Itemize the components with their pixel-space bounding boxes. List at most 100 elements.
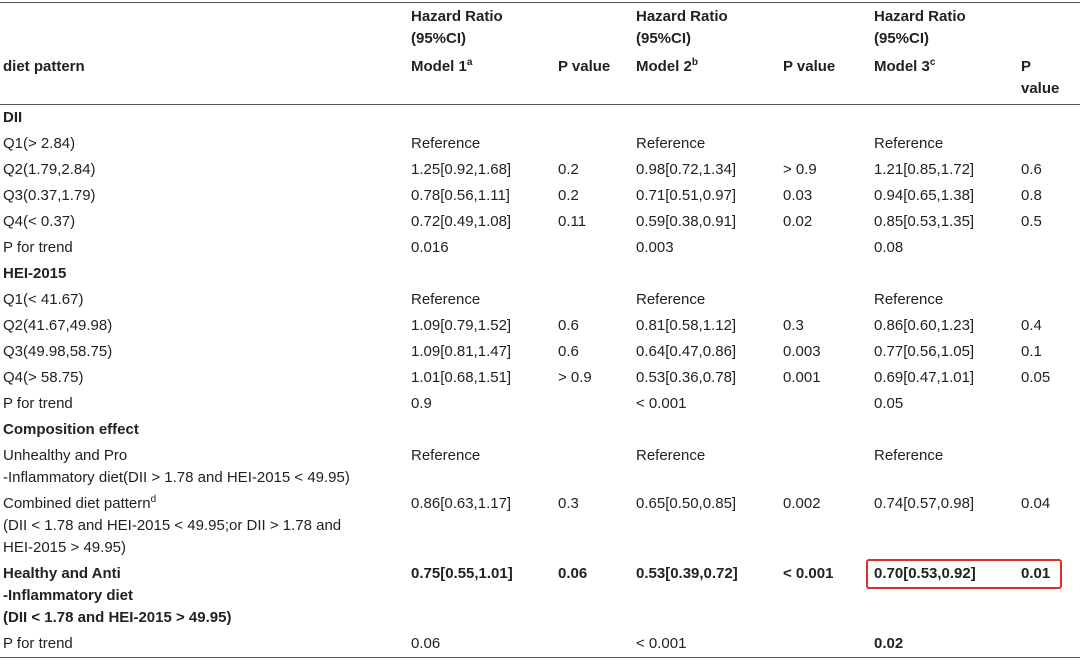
cell-text: P for trend xyxy=(3,635,73,652)
cell-text: 0.94[0.65,1.38] xyxy=(874,187,975,204)
table-cell xyxy=(780,443,871,491)
table-cell xyxy=(1018,391,1080,417)
table-cell: 0.94[0.65,1.38] xyxy=(871,183,1018,209)
table-cell: 0.06 xyxy=(555,561,633,631)
table-cell: 0.81[0.58,1.12] xyxy=(633,313,780,339)
section-row: Composition effect xyxy=(0,417,1080,443)
table-cell: 1.09[0.81,1.47] xyxy=(408,339,555,365)
table-cell: 0.98[0.72,1.34] xyxy=(633,157,780,183)
table-cell: Composition effect xyxy=(0,417,1080,443)
cell-text: 0.06 xyxy=(558,565,588,582)
table-cell: DII xyxy=(0,105,1080,132)
table-cell: Reference xyxy=(408,287,555,313)
table-cell: < 0.001 xyxy=(633,391,780,417)
cell-text: 0.53[0.36,0.78] xyxy=(636,369,737,386)
table-cell xyxy=(555,391,633,417)
cell-text: 0.6 xyxy=(558,317,579,334)
header-text: Hazard Ratio xyxy=(874,8,966,25)
header-cell: Model 3c xyxy=(871,54,1018,105)
table-cell: Reference xyxy=(408,131,555,157)
data-row: Unhealthy and Pro -Inflammatory diet(DII… xyxy=(0,443,1080,491)
table-cell: Healthy and Anti -Inflammatory diet (DII… xyxy=(0,561,408,631)
footnote-mark: a xyxy=(466,57,473,68)
footnote-mark: c xyxy=(929,57,936,68)
table-cell: 0.6 xyxy=(1018,157,1080,183)
cell-text: Reference xyxy=(411,291,481,308)
header-row: diet pattern Model 1a P value Model 2b P val… xyxy=(0,54,1080,105)
cell-text: 0.70[0.53,0.92] xyxy=(874,565,976,582)
cell-text: 1.09[0.81,1.47] xyxy=(411,343,512,360)
table-cell xyxy=(555,131,633,157)
data-row: Q3(0.37,1.79) 0.78[0.56,1.11] 0.2 0.71[0.51… xyxy=(0,183,1080,209)
table-cell: 0.71[0.51,0.97] xyxy=(633,183,780,209)
table-cell: 1.09[0.79,1.52] xyxy=(408,313,555,339)
table-cell: 0.002 xyxy=(780,491,871,561)
cell-text: 0.1 xyxy=(1021,343,1042,360)
table-cell: 0.53[0.36,0.78] xyxy=(633,365,780,391)
cell-text: Q3(49.98,58.75) xyxy=(3,343,113,360)
data-row: Healthy and Anti -Inflammatory diet (DII… xyxy=(0,561,1080,631)
data-row: Combined diet patternd (DII < 1.78 and H… xyxy=(0,491,1080,561)
cell-text: 0.6 xyxy=(558,343,579,360)
table-cell xyxy=(1018,631,1080,658)
cell-text: Reference xyxy=(874,135,944,152)
cell-text: 0.3 xyxy=(783,317,804,334)
table-cell: < 0.001 xyxy=(780,561,871,631)
cell-text: Unhealthy and Pro -Inflammatory diet(DII… xyxy=(3,447,350,486)
cell-text: Reference xyxy=(874,447,944,464)
table-cell: 0.2 xyxy=(555,183,633,209)
cell-text: 0.59[0.38,0.91] xyxy=(636,213,737,230)
cell-text: diet pattern xyxy=(3,58,85,75)
cell-text: 0.001 xyxy=(783,369,821,386)
table-cell: 0.4 xyxy=(1018,313,1080,339)
cell-text: 0.11 xyxy=(558,213,587,230)
cell-text: 0.016 xyxy=(411,239,449,256)
header-text: (95%CI) xyxy=(411,30,467,47)
table-cell: Unhealthy and Pro -Inflammatory diet(DII… xyxy=(0,443,408,491)
data-row: P for trend 0.9 < 0.001 0.05 xyxy=(0,391,1080,417)
table-cell: 0.01 xyxy=(1018,561,1080,631)
cell-text: 0.2 xyxy=(558,187,579,204)
table-cell: Q3(49.98,58.75) xyxy=(0,339,408,365)
header-text: (95%CI) xyxy=(874,30,930,47)
table-cell: 0.86[0.60,1.23] xyxy=(871,313,1018,339)
table-cell: 0.5 xyxy=(1018,209,1080,235)
table-cell: Reference xyxy=(871,443,1018,491)
data-row: P for trend 0.06 < 0.001 0.02 xyxy=(0,631,1080,658)
table-cell: 0.03 xyxy=(780,183,871,209)
data-row: Q2(41.67,49.98) 1.09[0.79,1.52] 0.6 0.81[0.… xyxy=(0,313,1080,339)
table-cell: 0.8 xyxy=(1018,183,1080,209)
cell-text: P for trend xyxy=(3,395,73,412)
table-cell: 0.2 xyxy=(555,157,633,183)
header-cell: Model 2b xyxy=(633,54,780,105)
data-row: Q4(> 58.75) 1.01[0.68,1.51] > 0.9 0.53[0.36… xyxy=(0,365,1080,391)
cell-text: Q4(< 0.37) xyxy=(3,213,76,230)
cell-text: > 0.9 xyxy=(783,161,817,178)
table-cell: Q3(0.37,1.79) xyxy=(0,183,408,209)
table-cell: 0.69[0.47,1.01] xyxy=(871,365,1018,391)
cell-text: Reference xyxy=(411,135,481,152)
header-text: (95%CI) xyxy=(636,30,692,47)
table-cell: P for trend xyxy=(0,235,408,261)
table-cell: 0.72[0.49,1.08] xyxy=(408,209,555,235)
cell-text: Q2(1.79,2.84) xyxy=(3,161,96,178)
cell-text: Q3(0.37,1.79) xyxy=(3,187,96,204)
table-cell: Q2(41.67,49.98) xyxy=(0,313,408,339)
table-cell: 0.08 xyxy=(871,235,1018,261)
table-cell: 0.77[0.56,1.05] xyxy=(871,339,1018,365)
table-cell xyxy=(780,235,871,261)
cell-text: 0.78[0.56,1.11] xyxy=(411,187,510,204)
cell-text: Reference xyxy=(411,447,481,464)
table-cell xyxy=(555,443,633,491)
table-cell: 0.86[0.63,1.17] xyxy=(408,491,555,561)
cell-text: 0.98[0.72,1.34] xyxy=(636,161,737,178)
cell-text: Model 1 xyxy=(411,58,467,75)
cell-text: 0.06 xyxy=(411,635,441,652)
cell-text: Q4(> 58.75) xyxy=(3,369,84,386)
table-cell: Reference xyxy=(633,287,780,313)
cell-text: 0.05 xyxy=(874,395,904,412)
table-cell xyxy=(780,287,871,313)
header-cell: diet pattern xyxy=(0,54,408,105)
table-header: Hazard Ratio (95%CI) Hazard Ratio (95%CI) Ha… xyxy=(0,3,1080,105)
